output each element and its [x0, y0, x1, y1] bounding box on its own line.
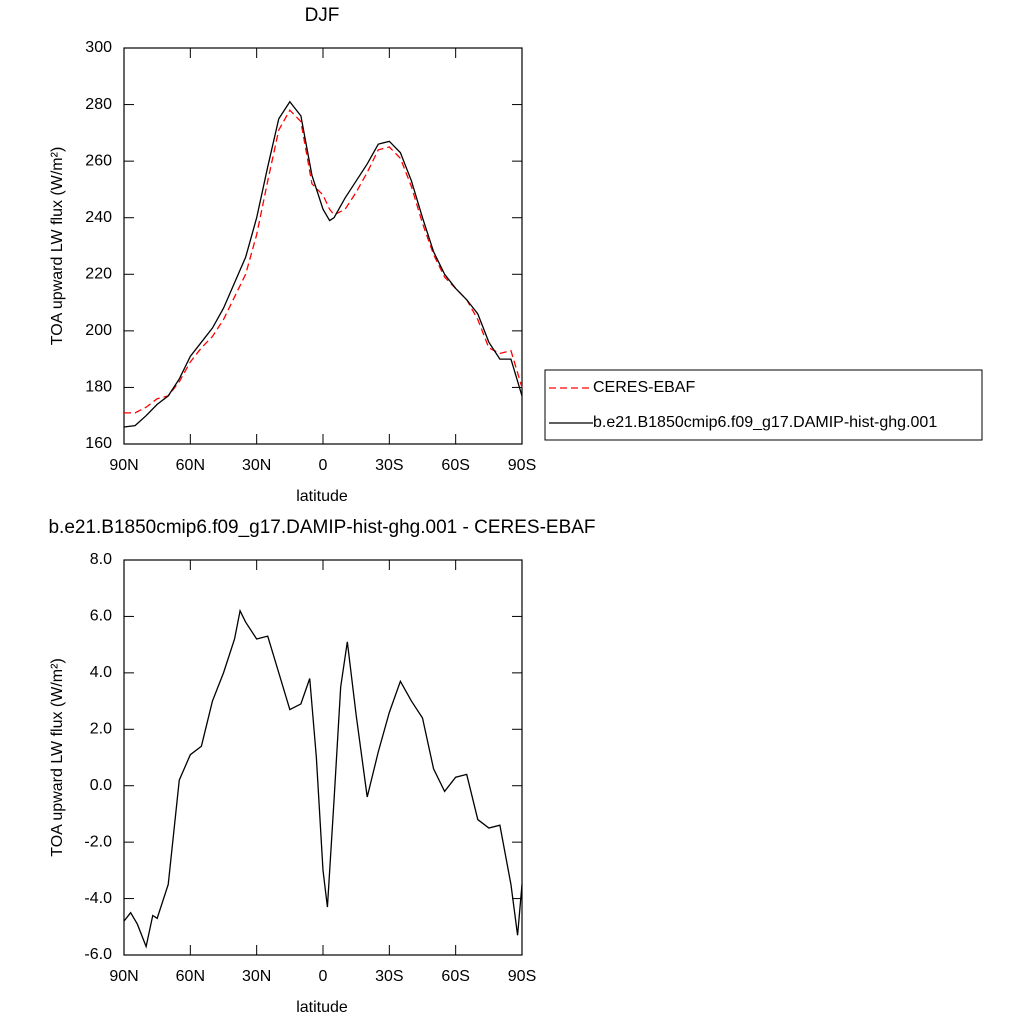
series-line — [123, 608, 523, 949]
y-tick-label: 240 — [85, 209, 112, 226]
y-tick-label: 6.0 — [90, 608, 112, 625]
chart-title: DJF — [305, 5, 340, 26]
x-axis-label: latitude — [296, 488, 348, 505]
y-tick-label: 0.0 — [90, 777, 112, 794]
chart-title: b.e21.B1850cmip6.f09_g17.DAMIP-hist-ghg.… — [48, 517, 595, 538]
y-tick-label: 2.0 — [90, 721, 112, 738]
x-tick-label: 60N — [176, 968, 205, 985]
y-tick-label: 160 — [85, 435, 112, 452]
y-tick-label: 260 — [85, 152, 112, 169]
y-tick-label: -2.0 — [84, 833, 112, 850]
x-tick-label: 0 — [319, 457, 328, 474]
y-axis-label: TOA upward LW flux (W/m²) — [49, 658, 66, 857]
legend-label: b.e21.B1850cmip6.f09_g17.DAMIP-hist-ghg.… — [593, 414, 937, 431]
x-tick-label: 0 — [319, 968, 328, 985]
plot-frame — [123, 559, 523, 956]
y-tick-label: 280 — [85, 96, 112, 113]
y-tick-label: -6.0 — [84, 946, 112, 963]
series-line — [123, 100, 523, 428]
series-line — [124, 109, 523, 414]
plot-frame — [123, 47, 523, 445]
y-tick-label: 180 — [85, 379, 112, 396]
y-tick-label: 8.0 — [90, 551, 112, 568]
x-tick-label: 60S — [441, 457, 469, 474]
x-axis-label: latitude — [296, 999, 348, 1016]
x-tick-label: 90S — [508, 457, 536, 474]
y-tick-label: 4.0 — [90, 664, 112, 681]
x-tick-label: 60N — [176, 457, 205, 474]
x-tick-label: 90S — [508, 968, 536, 985]
y-tick-label: -4.0 — [84, 890, 112, 907]
y-axis-label: TOA upward LW flux (W/m²) — [49, 147, 66, 346]
x-tick-label: 90N — [109, 457, 138, 474]
x-tick-label: 60S — [441, 968, 469, 985]
x-tick-label: 30N — [242, 968, 271, 985]
x-tick-label: 30S — [375, 968, 403, 985]
x-tick-label: 30N — [242, 457, 271, 474]
y-tick-label: 200 — [85, 322, 112, 339]
legend-box — [544, 369, 983, 441]
x-tick-label: 30S — [375, 457, 403, 474]
y-tick-label: 300 — [85, 39, 112, 56]
x-tick-label: 90N — [109, 968, 138, 985]
legend-label: CERES-EBAF — [593, 379, 695, 396]
y-tick-label: 220 — [85, 266, 112, 283]
